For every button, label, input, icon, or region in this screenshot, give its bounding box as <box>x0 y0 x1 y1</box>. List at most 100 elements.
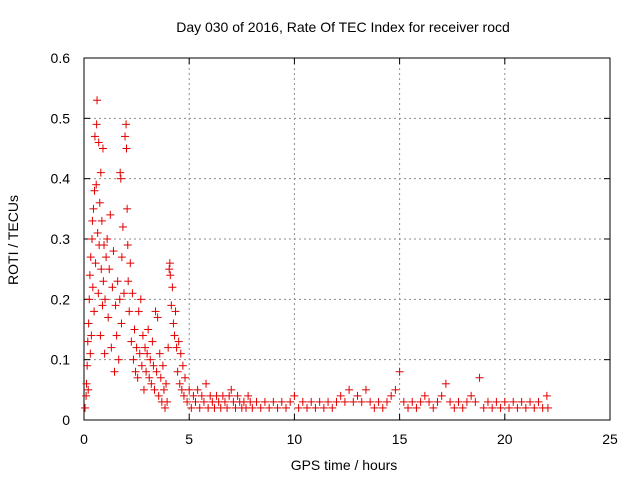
roti-point <box>112 331 121 340</box>
roti-point <box>185 385 194 394</box>
roti-point <box>441 379 450 388</box>
roti-point <box>195 403 204 412</box>
roti-point <box>109 247 118 256</box>
roti-point <box>84 319 93 328</box>
roti-point <box>399 397 408 406</box>
roti-point <box>542 391 551 400</box>
roti-point <box>139 385 148 394</box>
roti-point <box>179 391 188 400</box>
roti-point <box>123 204 132 213</box>
roti-point <box>98 301 107 310</box>
roti-point <box>202 379 211 388</box>
roti-point <box>151 307 160 316</box>
roti-point <box>509 397 518 406</box>
roti-point <box>311 403 320 412</box>
roti-point <box>145 373 154 382</box>
roti-point <box>425 397 434 406</box>
grid-layer <box>84 58 610 420</box>
roti-point <box>378 403 387 412</box>
roti-point <box>500 397 509 406</box>
roti-point <box>143 349 152 358</box>
roti-point <box>116 174 125 183</box>
roti-point <box>119 289 128 298</box>
roti-point <box>191 397 200 406</box>
roti-point <box>118 222 127 231</box>
roti-point <box>158 361 167 370</box>
roti-point <box>446 397 455 406</box>
x-tick-label: 0 <box>80 431 88 447</box>
roti-point <box>187 403 196 412</box>
roti-point <box>130 325 139 334</box>
roti-point <box>233 391 242 400</box>
roti-point <box>111 301 120 310</box>
roti-point <box>162 379 171 388</box>
roti-point <box>87 235 96 243</box>
points-layer <box>81 96 552 412</box>
roti-point <box>244 391 253 400</box>
roti-point <box>437 391 446 400</box>
roti-point <box>220 397 229 406</box>
roti-point <box>193 385 202 394</box>
roti-point <box>252 397 261 406</box>
roti-point <box>324 397 333 406</box>
roti-point <box>82 379 91 388</box>
roti-point <box>88 216 97 225</box>
roti-point <box>136 295 145 304</box>
roti-point <box>101 295 110 304</box>
x-tick-label: 20 <box>497 431 513 447</box>
roti-point <box>106 210 115 219</box>
roti-point <box>168 283 177 292</box>
roti-point <box>458 403 467 412</box>
y-tick-label: 0.1 <box>51 352 71 368</box>
roti-point <box>345 385 354 394</box>
roti-point <box>107 343 116 352</box>
roti-point <box>382 397 391 406</box>
roti-point <box>370 403 379 412</box>
roti-point <box>90 132 99 141</box>
roti-point <box>174 337 183 346</box>
roti-point <box>149 361 158 370</box>
roti-point <box>298 397 307 406</box>
roti-point <box>142 367 151 376</box>
x-axis-label: GPS time / hours <box>291 457 398 473</box>
x-tick-label: 15 <box>392 431 408 447</box>
y-tick-label: 0.5 <box>51 110 71 126</box>
roti-point <box>227 385 236 394</box>
x-tick-label: 5 <box>185 431 193 447</box>
roti-point <box>178 361 187 370</box>
roti-point <box>135 349 144 358</box>
roti-point <box>290 391 299 400</box>
roti-point <box>336 391 345 400</box>
roti-point <box>166 271 175 280</box>
roti-point <box>517 397 526 406</box>
roti-point <box>97 216 106 225</box>
roti-point <box>93 228 102 237</box>
roti-point <box>146 355 155 364</box>
roti-point <box>177 385 186 394</box>
roti-point <box>114 355 123 364</box>
roti-point <box>87 331 96 340</box>
roti-point <box>303 403 312 412</box>
roti-point <box>429 403 438 412</box>
roti-point <box>387 391 396 400</box>
roti-point <box>319 403 328 412</box>
roti-point <box>92 180 101 189</box>
roti-point <box>496 403 505 412</box>
roti-point <box>115 295 124 304</box>
roti-point <box>260 397 269 406</box>
roti-point <box>86 253 95 262</box>
roti-point <box>223 403 232 412</box>
roti-point <box>102 253 111 262</box>
roti-point <box>286 397 295 406</box>
roti-point <box>127 337 136 346</box>
roti-point <box>85 295 94 304</box>
roti-point <box>126 259 135 268</box>
roti-point <box>173 367 182 376</box>
roti-point <box>454 397 463 406</box>
roti-point <box>366 397 375 406</box>
roti-point <box>96 331 105 340</box>
y-tick-label: 0.3 <box>51 231 71 247</box>
roti-point <box>147 379 156 388</box>
roti-point <box>121 132 130 141</box>
